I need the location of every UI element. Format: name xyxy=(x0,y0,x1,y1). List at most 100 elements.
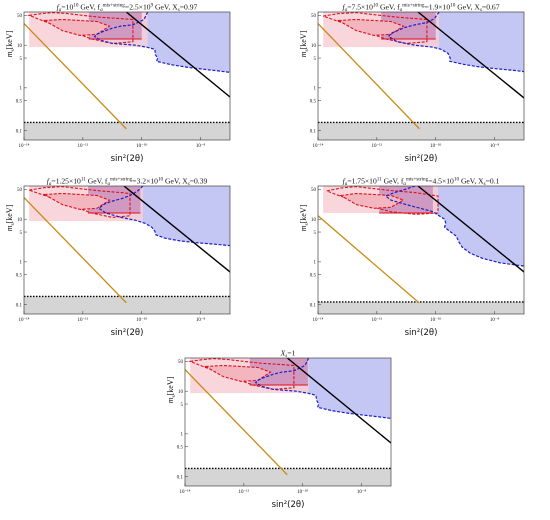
x-tick-label: 10⁻¹⁴ xyxy=(313,317,324,323)
chart-title: fa=1.75×1011 GeV, famis+string=4.5×1010 … xyxy=(343,177,500,188)
excluded-region-gray xyxy=(318,122,524,140)
x-tick-label: 10⁻¹⁰ xyxy=(430,143,441,149)
black-constraint-line xyxy=(417,12,524,99)
x-axis-label: sin²(2θ) xyxy=(405,154,438,164)
x-tick-label: 10⁻¹² xyxy=(78,143,89,149)
excluded-region-gray xyxy=(24,296,230,314)
red-contour-inner xyxy=(336,18,405,36)
chart-panel-3: 10⁻¹⁴ 10⁻¹² 10⁻¹⁰ 10⁻⁸ 0.1 0.5 1 5 10 50 sin²(2θ) m… xyxy=(5,177,231,338)
y-axis-label: ms[keV] xyxy=(299,30,310,57)
y-tick-label: 0.5 xyxy=(310,274,317,279)
y-tick-label: 10 xyxy=(17,218,23,223)
red-contour-inner xyxy=(42,192,111,210)
chart-panel-1: 10⁻¹⁴ 10⁻¹² 10⁻¹⁰ 10⁻⁸ 0.1 0.5 1 5 10 50 sin²(2θ) m… xyxy=(5,3,231,164)
black-constraint-line xyxy=(286,358,391,444)
y-tick-label: 0.1 xyxy=(16,303,23,308)
chart-panel-5: 10⁻¹⁴ 10⁻¹² 10⁻¹⁰ 10⁻⁸ 0.1 0.5 1 5 10 50 sin²(2θ) m… xyxy=(166,349,392,510)
chart-title: fa=7.5×1010 GeV, famis+string=1.9×1010 G… xyxy=(343,3,500,14)
excluded-region-gray xyxy=(318,301,524,314)
orange-line xyxy=(318,215,420,304)
y-tick-label: 1 xyxy=(314,87,317,92)
blue-boundary-dashed xyxy=(93,12,230,73)
y-tick-label: 5 xyxy=(20,57,23,62)
y-tick-label: 1 xyxy=(20,261,23,266)
y-axis-label: ms[keV] xyxy=(166,376,177,403)
x-tick-label: 10⁻⁸ xyxy=(196,317,206,323)
y-tick-label: 1 xyxy=(20,87,23,92)
y-tick-label: 10 xyxy=(178,390,184,395)
chart-panel-4: 10⁻¹⁴ 10⁻¹² 10⁻¹⁰ 10⁻⁸ 0.1 0.5 1 5 10 50 sin²(2θ) m… xyxy=(299,177,525,338)
y-tick-label: 50 xyxy=(17,188,23,193)
y-tick-label: 1 xyxy=(314,261,317,266)
black-constraint-line xyxy=(417,186,524,273)
y-tick-label: 0.5 xyxy=(16,274,23,279)
y-tick-label: 10 xyxy=(17,44,23,49)
plot-frame xyxy=(317,11,525,141)
y-tick-label: 1 xyxy=(181,433,184,438)
y-tick-label: 0.5 xyxy=(177,446,184,451)
plot-frame xyxy=(23,11,231,141)
x-axis-label: sin²(2θ) xyxy=(405,328,438,338)
orange-line xyxy=(24,23,127,130)
y-tick-label: 10 xyxy=(311,44,317,49)
y-tick-label: 5 xyxy=(181,403,184,408)
blue-boundary-dashed xyxy=(254,358,391,419)
orange-line xyxy=(185,369,288,476)
y-tick-label: 5 xyxy=(20,231,23,236)
x-tick-label: 10⁻⁸ xyxy=(196,143,206,149)
plot-frame xyxy=(184,357,392,487)
red-contour-inner xyxy=(203,364,272,382)
x-tick-label: 10⁻¹⁰ xyxy=(136,317,147,323)
y-tick-label: 50 xyxy=(17,14,23,19)
black-constraint-line xyxy=(125,12,230,98)
x-tick-label: 10⁻⁸ xyxy=(490,317,500,323)
y-tick-label: 0.1 xyxy=(16,129,23,134)
x-tick-label: 10⁻¹⁰ xyxy=(297,489,308,495)
x-tick-label: 10⁻¹² xyxy=(239,489,250,495)
black-constraint-line xyxy=(123,186,230,273)
plot-area xyxy=(318,12,524,140)
red-contour-outer xyxy=(323,12,428,44)
chart-title: fa=1010 GeV, famis+string=2.5×109 GeV, X… xyxy=(57,3,198,14)
blue-boundary-dashed xyxy=(384,186,524,267)
x-tick-label: 10⁻¹⁴ xyxy=(180,489,191,495)
orange-line xyxy=(318,23,420,130)
y-tick-label: 0.5 xyxy=(310,100,317,105)
y-tick-label: 5 xyxy=(314,57,317,62)
plot-area xyxy=(318,186,524,314)
y-axis-label: ms[keV] xyxy=(5,204,16,231)
x-tick-label: 10⁻¹² xyxy=(78,317,89,323)
y-tick-label: 0.5 xyxy=(16,100,23,105)
x-axis-label: sin²(2θ) xyxy=(272,500,305,510)
chart-title: fa=1.25×1011 GeV, famis+string=3.2×1010 … xyxy=(47,177,208,188)
y-axis-label: ms[keV] xyxy=(5,30,16,57)
x-tick-label: 10⁻¹² xyxy=(372,143,383,149)
x-tick-label: 10⁻¹⁴ xyxy=(19,143,30,149)
x-axis-label: sin²(2θ) xyxy=(111,154,144,164)
plot-area xyxy=(24,12,230,140)
x-tick-label: 10⁻¹⁴ xyxy=(19,317,30,323)
plot-area xyxy=(185,358,391,486)
excluded-region-gray xyxy=(185,468,391,486)
plot-frame xyxy=(317,185,525,315)
orange-line xyxy=(24,197,127,304)
x-tick-label: 10⁻⁸ xyxy=(357,489,367,495)
y-tick-label: 0.1 xyxy=(310,129,317,134)
excluded-region-gray xyxy=(24,122,230,140)
x-tick-label: 10⁻¹⁰ xyxy=(430,317,441,323)
blue-boundary-dashed xyxy=(97,186,230,247)
plot-frame xyxy=(23,185,231,315)
y-axis-label: ms[keV] xyxy=(299,204,310,231)
y-tick-label: 10 xyxy=(311,218,317,223)
y-tick-label: 50 xyxy=(311,14,317,19)
x-tick-label: 10⁻⁸ xyxy=(490,143,500,149)
y-tick-label: 50 xyxy=(311,188,317,193)
x-tick-label: 10⁻¹² xyxy=(372,317,383,323)
y-tick-label: 50 xyxy=(178,360,184,365)
x-axis-label: sin²(2θ) xyxy=(111,328,144,338)
red-contour-inner xyxy=(42,18,111,36)
blue-boundary-dashed xyxy=(387,12,524,73)
plot-area xyxy=(24,186,230,314)
chart-panel-2: 10⁻¹⁴ 10⁻¹² 10⁻¹⁰ 10⁻⁸ 0.1 0.5 1 5 10 50 sin²(2θ) m… xyxy=(299,3,525,164)
